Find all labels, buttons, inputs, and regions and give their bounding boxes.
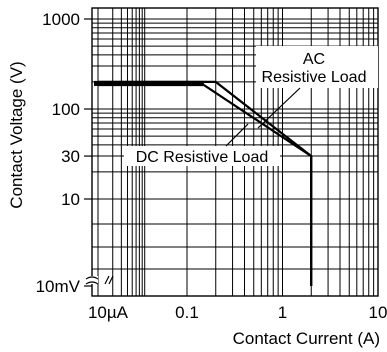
plot-frame [91,7,379,297]
series-line-ac [98,80,313,286]
x-tick-label: 1 [278,303,287,322]
ac-leader-line [257,87,301,129]
ac-series-label: Resistive Load [262,69,367,86]
axis-break-mark [85,276,99,280]
ac-label-background [256,46,378,88]
axis-break-mark [85,281,99,285]
y-tick-label: 100 [52,100,80,119]
dc-label-background [124,146,280,166]
series-layer [94,80,313,286]
y-tick-label: 30 [61,147,80,166]
x-axis-label: Contact Current (A) [233,329,380,348]
dc-leader-line [225,123,249,147]
series-overlap-band [94,80,204,86]
ac-series-label: AC [303,51,325,68]
y-tick-label: 10 [61,190,80,209]
axis-break-gap [88,276,98,284]
dc-series-label: DC Resistive Load [136,149,269,166]
x-tick-label: 10µA [88,303,129,322]
y-tick-label: 1000 [42,10,80,29]
y-axis-label: Contact Voltage (V) [7,61,26,208]
label-background-layer [124,46,378,166]
axis-break-mark [104,275,110,285]
leader-line-layer [225,87,301,147]
y-tick-label: 10mV [36,277,81,296]
series-line-dc [98,83,313,286]
x-tick-label: 0.1 [175,303,199,322]
axis-break-mark [108,275,114,285]
x-tick-label: 10 [369,303,387,322]
